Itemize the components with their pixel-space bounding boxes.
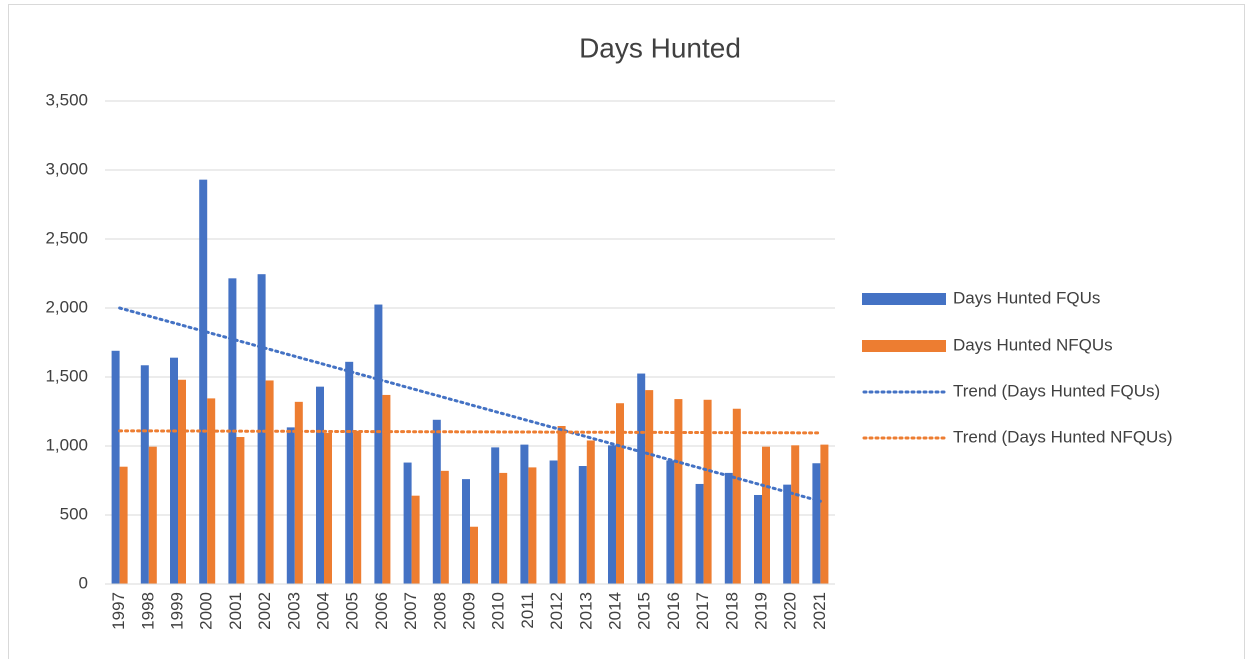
bar xyxy=(257,274,266,584)
x-tick-label: 2010 xyxy=(489,592,508,630)
bar xyxy=(411,495,420,584)
bar xyxy=(578,466,587,584)
legend-label: Days Hunted FQUs xyxy=(953,288,1100,307)
y-tick-label: 2,000 xyxy=(45,297,88,316)
chart-frame xyxy=(8,4,1245,659)
y-tick-label: 3,000 xyxy=(45,159,88,178)
bar xyxy=(286,427,295,584)
bar xyxy=(462,479,470,584)
bar xyxy=(207,398,216,584)
bar xyxy=(645,390,654,584)
bar xyxy=(294,401,303,584)
bar xyxy=(345,361,354,584)
bar xyxy=(608,445,616,584)
bar xyxy=(199,179,208,584)
legend-label: Trend (Days Hunted NFQUs) xyxy=(953,427,1172,446)
bar xyxy=(695,483,704,584)
x-tick-label: 2020 xyxy=(781,592,800,630)
legend-swatch xyxy=(862,340,946,352)
x-tick-label: 2016 xyxy=(664,592,683,630)
bar xyxy=(382,394,391,584)
bar xyxy=(703,399,712,584)
x-tick-label: 2000 xyxy=(197,592,216,630)
bar xyxy=(754,494,762,584)
x-tick-label: 2002 xyxy=(255,592,274,630)
x-tick-label: 2021 xyxy=(810,592,829,630)
bar xyxy=(316,386,324,584)
bar xyxy=(470,526,478,584)
bar xyxy=(265,380,274,584)
bar xyxy=(140,365,149,584)
bar xyxy=(236,437,245,584)
legend-label: Trend (Days Hunted FQUs) xyxy=(953,381,1160,400)
bar xyxy=(324,432,332,584)
bar xyxy=(170,357,178,584)
bar xyxy=(520,444,529,584)
x-tick-label: 2006 xyxy=(372,592,391,630)
bar xyxy=(724,472,733,584)
x-tick-label: 2014 xyxy=(605,592,624,630)
bar xyxy=(637,373,646,584)
x-tick-label: 2004 xyxy=(313,592,332,630)
x-tick-label: 2009 xyxy=(459,592,478,630)
bar xyxy=(674,399,683,584)
x-tick-label: 1998 xyxy=(138,592,157,630)
bar xyxy=(812,463,821,584)
bar xyxy=(440,470,449,584)
bar xyxy=(491,447,500,584)
x-tick-label: 2003 xyxy=(284,592,303,630)
x-tick-label: 2012 xyxy=(547,592,566,630)
bar xyxy=(586,440,595,584)
bar xyxy=(666,460,675,584)
x-tick-label: 1999 xyxy=(167,592,186,630)
x-tick-label: 2019 xyxy=(751,592,770,630)
bar xyxy=(783,484,792,584)
trend-line xyxy=(118,306,822,503)
x-tick-label: 2007 xyxy=(401,592,420,630)
bar xyxy=(762,446,770,584)
chart-title: Days Hunted xyxy=(579,32,741,63)
bar xyxy=(549,460,558,584)
x-tick-label: 2017 xyxy=(693,592,712,630)
bar xyxy=(353,430,362,584)
bar xyxy=(119,466,128,584)
bar xyxy=(732,408,741,584)
bar xyxy=(616,403,624,584)
y-tick-label: 3,500 xyxy=(45,90,88,109)
bar xyxy=(791,445,800,584)
y-tick-label: 1,000 xyxy=(45,435,88,454)
y-tick-label: 2,500 xyxy=(45,228,88,247)
x-tick-label: 2018 xyxy=(722,592,741,630)
bar xyxy=(528,467,537,584)
bar xyxy=(557,425,566,584)
legend-label: Days Hunted NFQUs xyxy=(953,335,1113,354)
x-tick-label: 2005 xyxy=(343,592,362,630)
bar xyxy=(499,472,508,584)
x-tick-label: 2008 xyxy=(430,592,449,630)
bar xyxy=(374,304,383,584)
bar xyxy=(432,419,441,584)
legend-swatch xyxy=(862,293,946,305)
bar xyxy=(148,446,157,584)
bar xyxy=(178,379,186,584)
x-tick-label: 2011 xyxy=(518,592,537,629)
y-tick-label: 500 xyxy=(60,504,88,523)
trend-line xyxy=(118,429,822,435)
x-tick-label: 1997 xyxy=(109,592,128,630)
bar xyxy=(111,350,120,584)
x-tick-label: 2015 xyxy=(635,592,654,630)
bar xyxy=(403,462,412,584)
x-tick-label: 2001 xyxy=(226,592,245,630)
x-tick-label: 2013 xyxy=(576,592,595,630)
bar xyxy=(820,444,829,584)
y-tick-label: 0 xyxy=(79,573,88,592)
y-tick-label: 1,500 xyxy=(45,366,88,385)
